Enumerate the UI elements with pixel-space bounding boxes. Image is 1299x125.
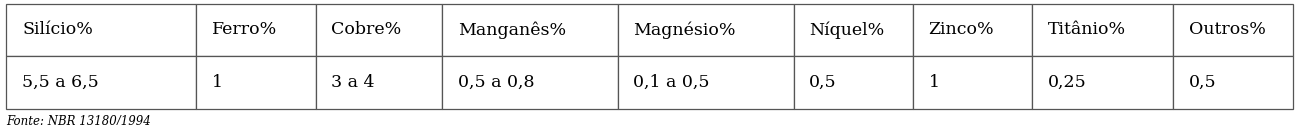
- Bar: [1033, 56, 1173, 109]
- Text: 5,5 a 6,5: 5,5 a 6,5: [22, 74, 99, 91]
- Text: Ferro%: Ferro%: [212, 22, 277, 38]
- Bar: [794, 4, 913, 56]
- Text: 0,5: 0,5: [809, 74, 837, 91]
- Text: 1: 1: [929, 74, 939, 91]
- Bar: [1173, 4, 1293, 56]
- Bar: [316, 4, 442, 56]
- Text: Silício%: Silício%: [22, 22, 94, 38]
- Text: Cobre%: Cobre%: [331, 22, 401, 38]
- Bar: [442, 4, 618, 56]
- Bar: [6, 4, 196, 56]
- Bar: [913, 56, 1033, 109]
- Bar: [913, 4, 1033, 56]
- Bar: [6, 56, 196, 109]
- Bar: [618, 4, 794, 56]
- Text: Manganês%: Manganês%: [457, 21, 566, 39]
- Bar: [316, 56, 442, 109]
- Text: Titânio%: Titânio%: [1048, 22, 1126, 38]
- Text: Fonte: NBR 13180/1994: Fonte: NBR 13180/1994: [6, 115, 151, 125]
- Text: 0,25: 0,25: [1048, 74, 1087, 91]
- Bar: [196, 56, 316, 109]
- Bar: [1033, 4, 1173, 56]
- Bar: [794, 56, 913, 109]
- Text: 0,5 a 0,8: 0,5 a 0,8: [457, 74, 534, 91]
- Bar: [618, 56, 794, 109]
- Text: 0,1 a 0,5: 0,1 a 0,5: [634, 74, 711, 91]
- Bar: [1173, 56, 1293, 109]
- Bar: [196, 4, 316, 56]
- Text: Zinco%: Zinco%: [929, 22, 994, 38]
- Text: 1: 1: [212, 74, 223, 91]
- Text: 3 a 4: 3 a 4: [331, 74, 375, 91]
- Text: Magnésio%: Magnésio%: [634, 21, 737, 39]
- Text: Outros%: Outros%: [1189, 22, 1265, 38]
- Text: 0,5: 0,5: [1189, 74, 1216, 91]
- Bar: [442, 56, 618, 109]
- Text: Níquel%: Níquel%: [809, 21, 885, 39]
